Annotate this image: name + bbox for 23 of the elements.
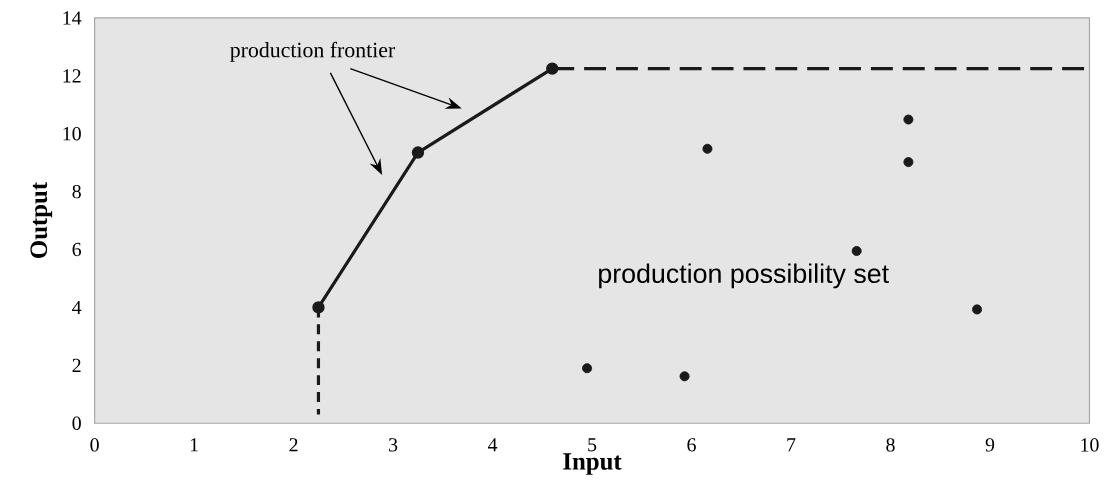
x-axis-title: Input	[563, 453, 622, 475]
x-tick-label: 10	[1081, 438, 1099, 452]
annotation: production possibility set	[599, 263, 889, 289]
x-tick-label: 8	[886, 438, 895, 452]
y-tick-label: 0	[72, 416, 81, 430]
y-tick-label: 4	[72, 300, 82, 314]
y-tick-label: 10	[63, 127, 81, 141]
x-tick-label: 2	[289, 438, 298, 452]
annotation: production frontier	[230, 41, 396, 62]
x-tick-label: 1	[190, 438, 198, 452]
y-tick-label: 12	[63, 69, 81, 83]
x-tick-label: 6	[687, 438, 696, 452]
y-tick-label: 8	[72, 184, 81, 199]
y-tick-label: 2	[72, 358, 81, 372]
x-tick-label: 3	[389, 438, 398, 452]
y-axis-title: Output	[30, 182, 53, 258]
x-tick-label: 7	[787, 438, 796, 452]
x-tick-label: 0	[90, 438, 99, 452]
x-tick-label: 9	[985, 438, 995, 452]
y-tick-label: 14	[63, 11, 82, 25]
x-tick-label: 5	[588, 438, 597, 452]
x-tick-label: 4	[487, 438, 498, 452]
y-tick-label: 6	[72, 242, 82, 257]
